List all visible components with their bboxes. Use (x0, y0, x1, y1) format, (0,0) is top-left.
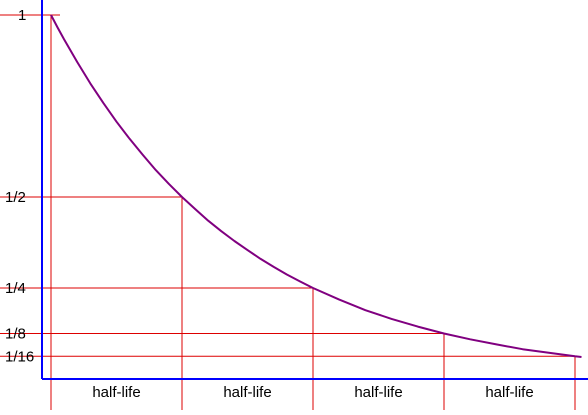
interval-label: half-life (92, 384, 140, 401)
interval-labels: half-life half-life half-life half-life (92, 384, 533, 401)
interval-label: half-life (223, 384, 271, 401)
interval-label: half-life (354, 384, 402, 401)
y-tick-labels: 1 1/2 1/4 1/8 1/16 (5, 7, 34, 365)
axes (41, 0, 588, 380)
guide-lines (0, 14, 576, 410)
y-tick-label: 1/8 (5, 326, 26, 343)
y-tick-label: 1/16 (5, 348, 34, 365)
y-tick-label: 1 (18, 7, 26, 24)
y-tick-label: 1/2 (5, 189, 26, 206)
interval-label: half-life (485, 384, 533, 401)
decay-curve-group (50, 14, 582, 358)
y-tick-label: 1/4 (5, 280, 26, 297)
decay-curve (50, 14, 582, 358)
